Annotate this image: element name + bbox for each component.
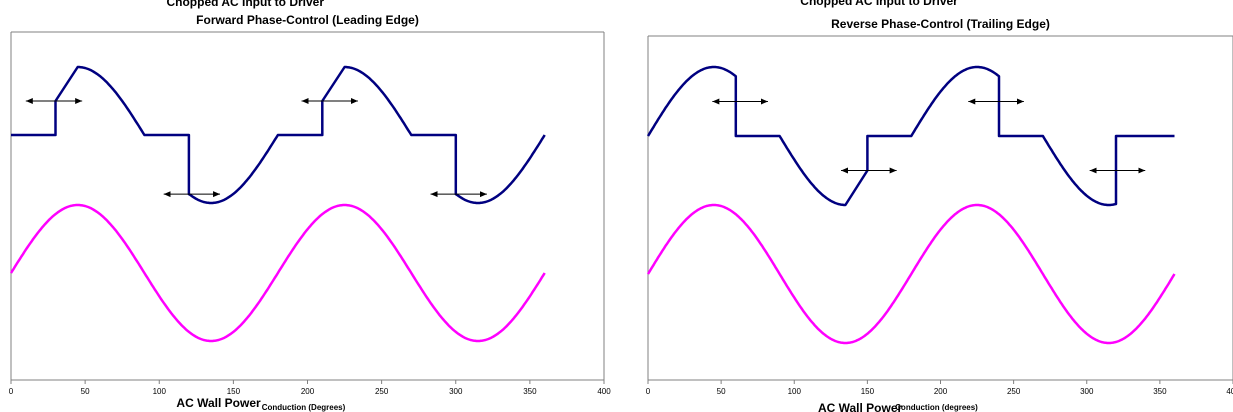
x-tick-label: 50	[717, 387, 726, 396]
x-tick-label: 200	[301, 387, 315, 396]
ac-wall-power-line	[9, 203, 546, 343]
x-tick-label: 100	[788, 387, 802, 396]
chart-1: Forward Phase-Control (Leading Edge) 0 50 1…	[9, 0, 611, 412]
annotation-label: Chopped AC Input to Driver	[166, 0, 324, 9]
chart-title: Reverse Phase-Control (Trailing Edge)	[831, 17, 1050, 31]
annotation-label: AC Wall Power	[818, 401, 903, 412]
x-tick-label: 400	[597, 387, 611, 396]
x-tick-label: 150	[227, 387, 241, 396]
x-tick-label: 400	[1226, 387, 1233, 396]
x-tick-label: 0	[646, 387, 651, 396]
x-tick-label: 50	[81, 387, 90, 396]
ac-wall-power-line	[646, 203, 1176, 345]
x-axis-label: Conduction (Degrees)	[262, 403, 346, 412]
x-tick-label: 350	[523, 387, 537, 396]
chart-2: Reverse Phase-Control (Trailing Edge) 0 50…	[646, 0, 1233, 412]
chopped-ac-input-line	[646, 65, 1175, 207]
x-tick-label: 300	[449, 387, 463, 396]
annotation-label: AC Wall Power	[176, 396, 261, 410]
x-tick-label: 300	[1080, 387, 1094, 396]
x-tick-label: 0	[9, 387, 14, 396]
x-tick-label: 200	[934, 387, 948, 396]
x-tick-label: 150	[861, 387, 875, 396]
x-tick-label: 350	[1153, 387, 1167, 396]
chopped-ac-input-line	[11, 65, 546, 205]
x-axis-label: Conduction (degrees)	[895, 403, 978, 412]
chart-title: Forward Phase-Control (Leading Edge)	[196, 13, 419, 27]
x-tick-label: 250	[1007, 387, 1021, 396]
x-tick-label: 100	[153, 387, 167, 396]
annotation-label: Chopped AC Input to Driver	[800, 0, 958, 8]
x-tick-label: 250	[375, 387, 389, 396]
